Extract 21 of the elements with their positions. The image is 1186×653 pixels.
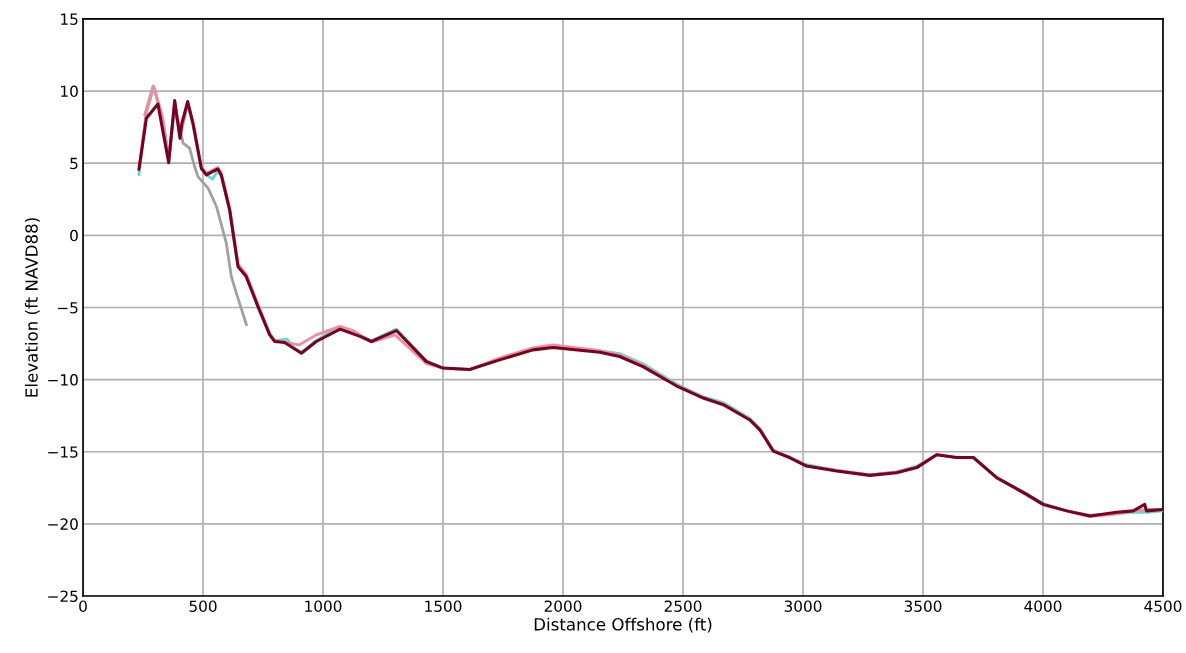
x-tick-label: 3500 — [904, 600, 942, 612]
x-tick-label: 4000 — [1024, 600, 1062, 612]
x-tick-label: 2500 — [664, 600, 702, 612]
y-tick-label: 5 — [70, 157, 78, 170]
x-tick-label: 2000 — [544, 600, 582, 612]
y-tick-label: −10 — [48, 374, 78, 386]
y-tick-label: −5 — [57, 302, 78, 314]
x-tick-label: 0 — [79, 600, 87, 612]
x-tick-label: 1000 — [305, 600, 342, 612]
y-tick-label: −25 — [48, 590, 78, 603]
x-tick-label: 500 — [189, 600, 217, 612]
x-tick-label: 4500 — [1144, 600, 1182, 612]
y-tick-label: 15 — [61, 13, 78, 25]
y-tick-label: −15 — [48, 446, 78, 458]
y-tick-label: 0 — [70, 229, 78, 242]
y-tick-label: −20 — [48, 518, 78, 530]
y-tick-label: 10 — [61, 85, 78, 98]
x-axis-title: Distance Offshore (ft) — [534, 617, 712, 633]
y-axis-title: Elevation (ft NAVD88) — [24, 218, 40, 397]
x-tick-label: 3000 — [784, 600, 822, 612]
x-tick-label: 1500 — [425, 600, 462, 612]
